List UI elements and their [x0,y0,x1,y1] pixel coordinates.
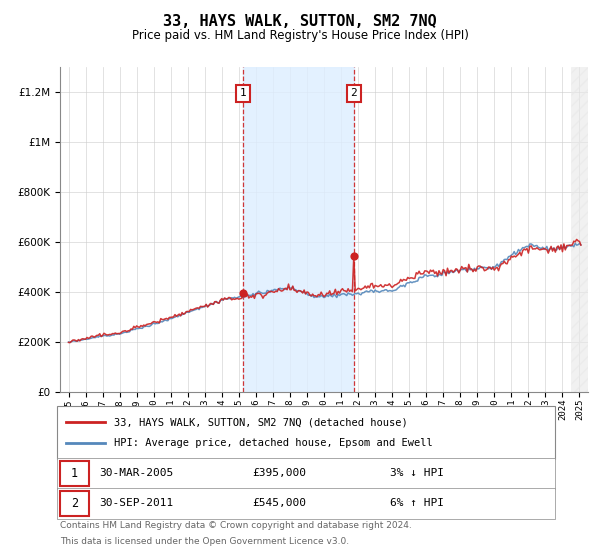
Text: 6% ↑ HPI: 6% ↑ HPI [390,498,444,508]
Text: 33, HAYS WALK, SUTTON, SM2 7NQ (detached house): 33, HAYS WALK, SUTTON, SM2 7NQ (detached… [114,417,408,427]
Point [349,251,359,260]
Point [238,289,248,298]
Text: 33, HAYS WALK, SUTTON, SM2 7NQ: 33, HAYS WALK, SUTTON, SM2 7NQ [163,14,437,29]
Bar [571,67,588,392]
Text: Contains HM Land Registry data © Crown copyright and database right 2024.: Contains HM Land Registry data © Crown c… [60,521,412,530]
Text: 1: 1 [240,88,247,99]
Text: 30-MAR-2005: 30-MAR-2005 [99,469,173,478]
Text: 1: 1 [71,467,78,480]
Text: This data is licensed under the Open Government Licence v3.0.: This data is licensed under the Open Gov… [60,537,349,546]
Bar [243,67,354,392]
Text: HPI: Average price, detached house, Epsom and Ewell: HPI: Average price, detached house, Epso… [114,438,433,448]
Text: 30-SEP-2011: 30-SEP-2011 [99,498,173,508]
Text: 3% ↓ HPI: 3% ↓ HPI [390,469,444,478]
Text: £395,000: £395,000 [252,469,306,478]
Text: 2: 2 [71,497,78,510]
Text: £545,000: £545,000 [252,498,306,508]
Text: 2: 2 [350,88,357,99]
Text: Price paid vs. HM Land Registry's House Price Index (HPI): Price paid vs. HM Land Registry's House … [131,29,469,42]
